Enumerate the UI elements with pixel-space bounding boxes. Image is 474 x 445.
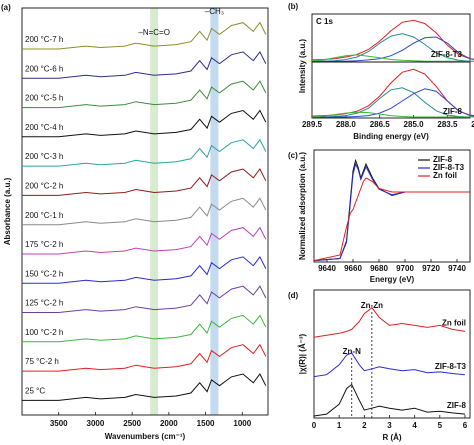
- x-tick-label: 3500: [50, 419, 68, 428]
- reference-label: Zn-Zn: [361, 301, 383, 310]
- y-axis-label: |χ(R)| (Å⁻³): [298, 333, 307, 374]
- x-tick-label: 5: [438, 421, 443, 430]
- legend-label: ZIF-8: [433, 155, 453, 164]
- x-tick-label: 9660: [344, 264, 362, 273]
- x-tick-label: 9680: [370, 264, 388, 273]
- series-line: [22, 255, 267, 284]
- x-tick-label: 2000: [160, 419, 178, 428]
- series-line: [22, 21, 267, 50]
- legend-label: ZIF-8-T3: [433, 163, 465, 172]
- x-tick-label: 9740: [448, 264, 466, 273]
- series-label: 175 °C-2 h: [25, 240, 63, 249]
- series-label: ZIF-8-T3: [435, 362, 467, 371]
- series-label: 100 °C-2 h: [25, 328, 63, 337]
- x-tick-label: 282.0: [471, 120, 474, 129]
- series-label: 200 °C-5 h: [25, 94, 63, 103]
- series-label: 200 °C-4 h: [25, 123, 63, 132]
- x-tick-label: 1000: [233, 419, 251, 428]
- series-line: [22, 50, 267, 79]
- series-line: [22, 343, 267, 372]
- x-tick-label: 0: [312, 421, 317, 430]
- band: [210, 8, 219, 415]
- panel-label: (b): [288, 2, 299, 11]
- x-tick-label: 1: [337, 421, 342, 430]
- series-line: [313, 177, 470, 262]
- y-axis-label: Normalized adsorption (a.u.): [298, 152, 307, 260]
- series-label: 150 °C-2 h: [25, 269, 63, 278]
- band-label: –N=C=O: [138, 28, 170, 37]
- series-line: [313, 162, 470, 262]
- series-line: [22, 285, 267, 313]
- band: [150, 8, 159, 415]
- series-label: 75 °C-2 h: [25, 357, 59, 366]
- x-tick-label: 289.5: [302, 120, 323, 129]
- x-tick-label: 9640: [318, 264, 336, 273]
- series-label: 200 °C-7 h: [25, 35, 63, 44]
- series-line: [22, 373, 267, 401]
- series-label: Zn foil: [442, 318, 466, 327]
- series-line: [22, 168, 267, 196]
- band-label: –CH₃: [205, 7, 224, 16]
- series-line: [311, 54, 474, 62]
- panel-label: (a): [1, 3, 11, 12]
- series-label: 200 °C-1 h: [25, 211, 63, 220]
- reference-label: Zn-N: [343, 347, 361, 356]
- y-axis-label: Intensity (a.u.): [298, 39, 307, 94]
- x-tick-label: 3000: [87, 419, 105, 428]
- series-label: 200 °C-2 h: [25, 182, 63, 191]
- series-label: 200 °C-3 h: [25, 152, 63, 161]
- x-tick-label: 283.5: [437, 120, 458, 129]
- x-tick-label: 285.0: [404, 120, 425, 129]
- x-tick-label: 286.5: [370, 120, 391, 129]
- plot-frame: [311, 61, 471, 119]
- series-label: ZIF-8: [447, 401, 467, 410]
- series-label: 25 °C: [25, 386, 45, 395]
- series-label: 200 °C-6 h: [25, 64, 63, 73]
- x-axis-label: R (Å): [382, 433, 401, 442]
- series-line: [311, 19, 474, 61]
- series-line: [313, 383, 466, 417]
- series-line: [311, 111, 474, 118]
- x-tick-label: 6: [463, 421, 468, 430]
- panel-label: (c): [288, 151, 298, 160]
- series-line: [313, 352, 466, 378]
- x-axis-label: Binding energy (eV): [353, 132, 429, 141]
- series-line: [22, 197, 267, 226]
- y-axis-label: Absorbance (a.u.): [3, 177, 12, 245]
- x-tick-label: 3: [387, 421, 392, 430]
- series-label: 125 °C-2 h: [25, 299, 63, 308]
- series-line: [22, 314, 267, 343]
- x-tick-label: 2500: [123, 419, 141, 428]
- legend-label: Zn foil: [433, 171, 457, 180]
- series-line: [22, 80, 267, 109]
- x-axis-label: Wavenumbers (cm⁻¹): [105, 432, 186, 441]
- plot-frame: [313, 149, 471, 263]
- x-tick-label: 2: [362, 421, 367, 430]
- annotation: ZIF-8: [443, 107, 463, 116]
- series-line: [312, 33, 474, 62]
- series-line: [313, 306, 466, 338]
- x-tick-label: 288.0: [336, 120, 357, 129]
- chart-title: C 1s: [316, 17, 333, 26]
- series-line: [22, 226, 267, 255]
- plot-frame: [21, 7, 269, 416]
- series-line: [312, 36, 474, 62]
- series-line: [312, 88, 474, 118]
- x-tick-label: 4: [412, 421, 417, 430]
- plot-frame: [313, 289, 471, 419]
- x-axis-label: Energy (eV): [370, 275, 415, 284]
- series-line: [312, 87, 474, 118]
- annotation: ZIF-8-T3: [431, 50, 463, 59]
- series-line: [22, 138, 267, 167]
- series-line: [22, 109, 267, 138]
- panel-label: (d): [288, 291, 299, 300]
- x-tick-label: 1500: [197, 419, 215, 428]
- x-tick-label: 9720: [422, 264, 440, 273]
- x-tick-label: 9700: [396, 264, 414, 273]
